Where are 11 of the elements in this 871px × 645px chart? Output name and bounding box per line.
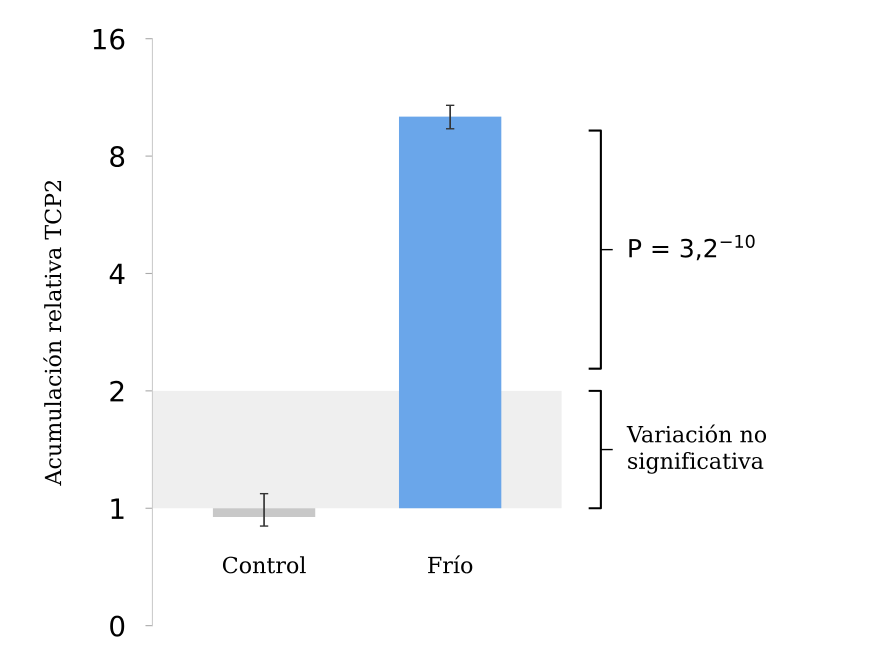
band-label: Variación no significativa [626, 424, 766, 474]
y-tick-label: 2 [110, 380, 124, 402]
y-tick-label: 0 [110, 616, 124, 637]
y-tick-label: 1 [111, 498, 124, 519]
y-tick-label: 16 [94, 28, 124, 50]
y-axis-title: Acumulación relativa TCP2 [43, 180, 62, 486]
y-tick-label: 4 [110, 264, 124, 284]
x-tick-label: Control [222, 556, 306, 574]
x-tick-label: Frío [428, 555, 472, 574]
text: P = 3,2$^{−10}$ [629, 234, 755, 260]
y-tick-label: 8 [110, 146, 124, 168]
